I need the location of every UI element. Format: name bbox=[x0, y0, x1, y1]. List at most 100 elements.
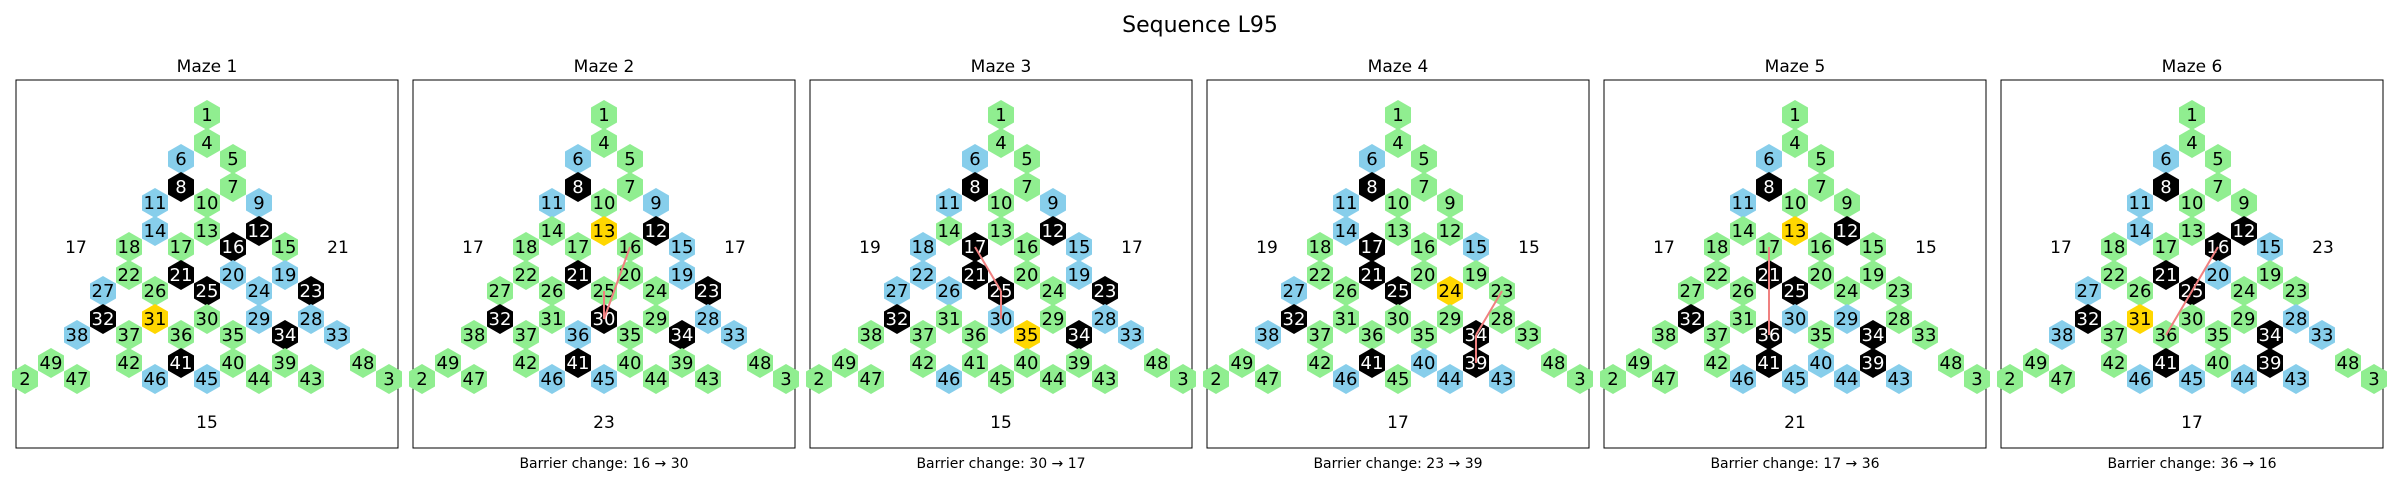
hex-cell-15 bbox=[669, 232, 695, 262]
hex-label: 11 bbox=[938, 193, 961, 214]
hex-cell-43 bbox=[1489, 364, 1515, 394]
hex-label: 2 bbox=[1210, 369, 1221, 390]
hex-label: 43 bbox=[1094, 369, 1117, 390]
hex-label: 15 bbox=[1068, 237, 1091, 258]
hex-label: 24 bbox=[248, 281, 271, 302]
hex-label: 40 bbox=[1016, 353, 1039, 374]
hex-cell-2 bbox=[1600, 364, 1626, 394]
hex-cell-15 bbox=[1860, 232, 1886, 262]
hex-label: 46 bbox=[1335, 369, 1358, 390]
maze-title: Maze 3 bbox=[971, 57, 1032, 77]
hex-cell-5 bbox=[2205, 144, 2231, 174]
hex-label: 24 bbox=[2233, 281, 2256, 302]
hex-label: 9 bbox=[1444, 193, 1455, 214]
hex-label: 44 bbox=[1042, 369, 1065, 390]
hex-cell-21 bbox=[2153, 260, 2179, 290]
hex-cell-42 bbox=[1704, 348, 1730, 378]
barrier-change-caption: Barrier change: 23 → 39 bbox=[1313, 456, 1482, 472]
hex-label: 31 bbox=[144, 309, 167, 330]
hex-label: 44 bbox=[2233, 369, 2256, 390]
hex-label: 12 bbox=[2233, 221, 2256, 242]
hex-label: 22 bbox=[912, 265, 935, 286]
hex-cell-18 bbox=[116, 232, 142, 262]
hex-label: 3 bbox=[780, 369, 791, 390]
hex-label: 5 bbox=[624, 149, 635, 170]
hex-cell-35 bbox=[220, 320, 246, 350]
hex-label: 32 bbox=[2077, 309, 2100, 330]
hex-label: 2 bbox=[813, 369, 824, 390]
hex-label: 30 bbox=[1784, 309, 1807, 330]
hex-label: 48 bbox=[1543, 353, 1566, 374]
hex-label: 39 bbox=[1465, 353, 1488, 374]
hex-cell-38 bbox=[461, 320, 487, 350]
hex-cell-32 bbox=[90, 304, 116, 334]
hex-cell-37 bbox=[1704, 320, 1730, 350]
maze-title: Maze 6 bbox=[2162, 57, 2223, 77]
hex-cell-19 bbox=[1066, 260, 1092, 290]
hex-cell-4 bbox=[591, 128, 617, 158]
hex-label: 21 bbox=[964, 265, 987, 286]
hex-cell-19 bbox=[2257, 260, 2283, 290]
hex-label: 5 bbox=[227, 149, 238, 170]
hex-label: 43 bbox=[2285, 369, 2308, 390]
hex-cell-2 bbox=[1997, 364, 2023, 394]
right-value: 23 bbox=[2312, 238, 2334, 258]
hex-cell-38 bbox=[2049, 320, 2075, 350]
hex-label: 6 bbox=[1763, 149, 1774, 170]
hex-cell-48 bbox=[747, 348, 773, 378]
hex-cell-18 bbox=[910, 232, 936, 262]
maze-title: Maze 4 bbox=[1368, 57, 1429, 77]
hex-label: 11 bbox=[2129, 193, 2152, 214]
hex-cell-4 bbox=[194, 128, 220, 158]
hex-label: 45 bbox=[196, 369, 219, 390]
maze-panel-2: Maze 212 34567891011121314151617181920212… bbox=[409, 57, 799, 472]
hex-cell-8 bbox=[1359, 172, 1385, 202]
hex-cell-1 bbox=[2179, 100, 2205, 130]
hex-label: 3 bbox=[383, 369, 394, 390]
hex-cell-1 bbox=[1385, 100, 1411, 130]
hex-cell-20 bbox=[1014, 260, 1040, 290]
hex-cell-15 bbox=[272, 232, 298, 262]
hex-cell-8 bbox=[2153, 172, 2179, 202]
hex-label: 8 bbox=[1763, 177, 1774, 198]
hex-label: 41 bbox=[1758, 353, 1781, 374]
hex-label: 38 bbox=[860, 325, 883, 346]
hex-cell-9 bbox=[1040, 188, 1066, 218]
hex-label: 34 bbox=[1862, 325, 1885, 346]
hex-cell-13 bbox=[988, 216, 1014, 246]
hex-cell-48 bbox=[1541, 348, 1567, 378]
hex-cell-29 bbox=[1437, 304, 1463, 334]
hex-cell-43 bbox=[695, 364, 721, 394]
hex-label: 16 bbox=[1016, 237, 1039, 258]
hex-label: 37 bbox=[118, 325, 141, 346]
hex-cell-22 bbox=[1704, 260, 1730, 290]
hex-cell-24 bbox=[643, 276, 669, 306]
hex-cell-20 bbox=[220, 260, 246, 290]
hex-label: 29 bbox=[1836, 309, 1859, 330]
hex-label: 28 bbox=[2285, 309, 2308, 330]
left-value: 17 bbox=[1653, 238, 1675, 258]
left-value: 17 bbox=[462, 238, 484, 258]
hex-label: 10 bbox=[990, 193, 1013, 214]
hex-cell-46 bbox=[539, 364, 565, 394]
hex-cell-9 bbox=[1437, 188, 1463, 218]
hex-cell-43 bbox=[2283, 364, 2309, 394]
hex-cell-40 bbox=[1808, 348, 1834, 378]
hex-cell-32 bbox=[1678, 304, 1704, 334]
hex-label: 26 bbox=[2129, 281, 2152, 302]
hex-cell-3 bbox=[1567, 364, 1593, 394]
hex-label: 3 bbox=[1574, 369, 1585, 390]
hex-label: 23 bbox=[697, 281, 720, 302]
hex-label: 33 bbox=[326, 325, 349, 346]
hex-cell-16 bbox=[1808, 232, 1834, 262]
hex-label: 3 bbox=[1177, 369, 1188, 390]
hex-label: 4 bbox=[995, 133, 1006, 154]
hex-label: 44 bbox=[1836, 369, 1859, 390]
hex-label: 14 bbox=[541, 221, 564, 242]
hex-cell-38 bbox=[1652, 320, 1678, 350]
hex-cell-25 bbox=[1385, 276, 1411, 306]
hex-label: 4 bbox=[201, 133, 212, 154]
hex-label: 39 bbox=[1068, 353, 1091, 374]
hex-label: 22 bbox=[118, 265, 141, 286]
hex-label: 48 bbox=[1940, 353, 1963, 374]
